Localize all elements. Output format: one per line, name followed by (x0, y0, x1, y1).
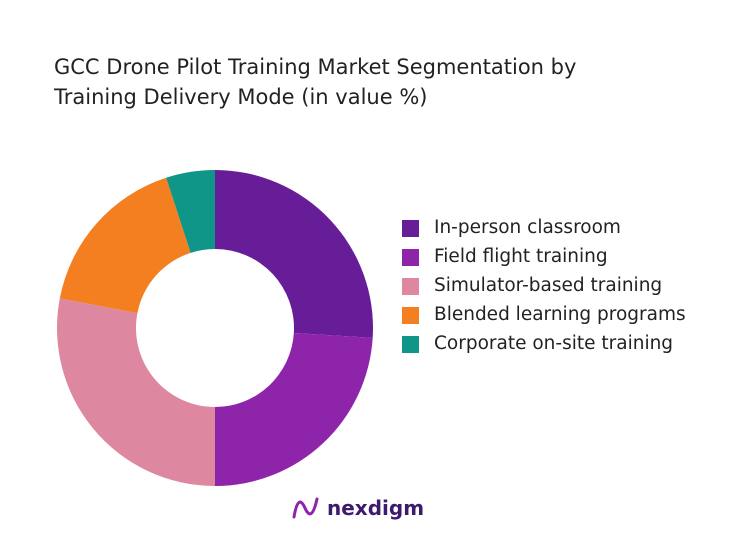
brand-logo: nexdigm (291, 495, 424, 521)
donut-slice (57, 298, 216, 486)
donut-slice (215, 170, 373, 338)
legend-item: Blended learning programs (402, 300, 712, 329)
donut-slice (166, 170, 215, 253)
donut-slice (215, 332, 373, 486)
legend-item: In-person classroom (402, 213, 712, 242)
legend-label: Field flight training (434, 246, 608, 267)
legend-label: Simulator-based training (434, 275, 663, 296)
chart-title: GCC Drone Pilot Training Market Segmenta… (54, 55, 577, 109)
legend-item: Field flight training (402, 242, 712, 271)
legend-item: Corporate on-site training (402, 329, 712, 358)
legend-swatch (402, 336, 419, 353)
donut-slice (59, 177, 191, 314)
logo-icon (292, 497, 319, 519)
legend-swatch (402, 249, 419, 266)
legend-label: Corporate on-site training (434, 333, 674, 354)
legend-label: In-person classroom (434, 217, 621, 238)
legend-item: Simulator-based training (402, 271, 712, 300)
legend-label: Blended learning programs (434, 304, 686, 325)
chart (57, 170, 373, 486)
brand-name: nexdigm (327, 496, 425, 520)
legend-swatch (402, 307, 419, 324)
legend: In-person classroom Field flight training… (402, 213, 712, 358)
legend-swatch (402, 220, 419, 237)
legend-swatch (402, 278, 419, 295)
